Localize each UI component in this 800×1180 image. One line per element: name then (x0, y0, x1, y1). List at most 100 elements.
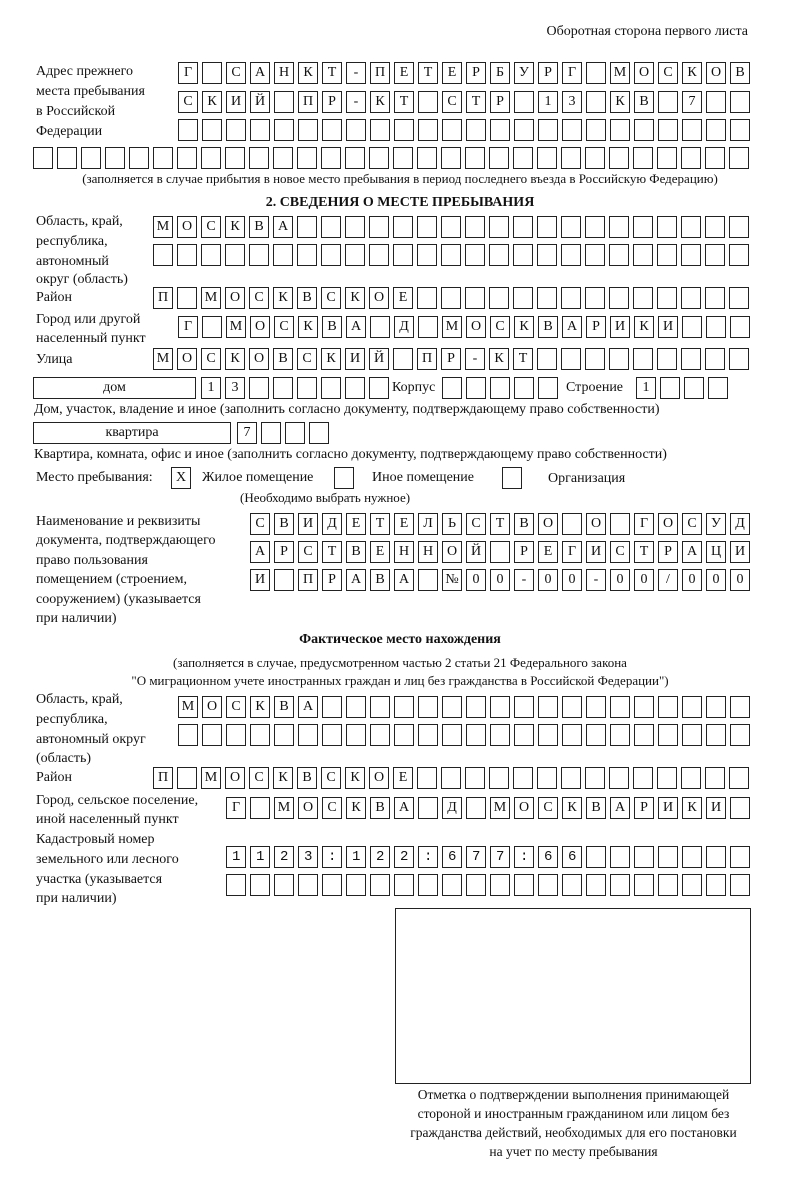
char-box[interactable] (657, 287, 677, 309)
char-box[interactable] (489, 216, 509, 238)
char-box[interactable] (586, 874, 606, 896)
char-box[interactable] (346, 724, 366, 746)
char-box[interactable] (658, 696, 678, 718)
char-box[interactable] (441, 216, 461, 238)
char-box[interactable] (537, 767, 557, 789)
char-box[interactable]: С (201, 216, 221, 238)
char-box[interactable] (466, 846, 486, 868)
char-box[interactable] (561, 348, 581, 370)
char-box[interactable]: К (321, 348, 341, 370)
char-box[interactable] (346, 119, 366, 141)
char-box[interactable] (250, 119, 270, 141)
char-box[interactable] (681, 244, 701, 266)
char-box[interactable] (585, 287, 605, 309)
char-box[interactable]: С (490, 316, 510, 338)
char-box[interactable] (369, 216, 389, 238)
char-box[interactable]: Р (514, 541, 534, 563)
char-box[interactable] (682, 119, 702, 141)
char-box[interactable] (634, 724, 654, 746)
char-box[interactable] (681, 767, 701, 789)
char-box[interactable] (538, 874, 558, 896)
char-box[interactable] (634, 874, 654, 896)
char-box[interactable]: Р (490, 91, 510, 113)
char-box[interactable] (274, 91, 294, 113)
char-box[interactable]: А (610, 797, 630, 819)
char-box[interactable]: А (250, 62, 270, 84)
char-box[interactable]: С (250, 513, 270, 535)
char-box[interactable]: В (273, 348, 293, 370)
char-box[interactable] (418, 696, 438, 718)
char-box[interactable] (178, 119, 198, 141)
char-box[interactable] (370, 696, 390, 718)
char-box[interactable] (633, 244, 653, 266)
char-box[interactable]: Р (586, 316, 606, 338)
char-box[interactable] (658, 846, 678, 868)
char-box[interactable]: П (298, 569, 318, 591)
char-box[interactable] (634, 696, 654, 718)
char-box[interactable]: О (658, 513, 678, 535)
char-box[interactable] (370, 724, 390, 746)
char-box[interactable]: Р (634, 797, 654, 819)
char-box[interactable]: О (514, 797, 534, 819)
char-box[interactable] (177, 147, 197, 169)
char-box[interactable]: 3 (562, 91, 582, 113)
char-box[interactable] (297, 377, 317, 399)
char-box[interactable] (561, 244, 581, 266)
house-type-field[interactable]: дом (33, 377, 196, 399)
char-box[interactable]: Н (274, 62, 294, 84)
char-box[interactable] (321, 244, 341, 266)
char-box[interactable] (681, 287, 701, 309)
char-box[interactable]: - (514, 569, 534, 591)
char-box[interactable] (346, 846, 366, 868)
char-box[interactable] (394, 874, 414, 896)
char-box[interactable] (322, 846, 342, 868)
char-box[interactable]: - (346, 91, 366, 113)
char-box[interactable] (514, 696, 534, 718)
char-box[interactable] (466, 377, 486, 399)
char-box[interactable] (322, 696, 342, 718)
char-box[interactable]: В (346, 541, 366, 563)
char-box[interactable] (274, 569, 294, 591)
char-box[interactable] (369, 244, 389, 266)
char-box[interactable]: Г (562, 62, 582, 84)
char-box[interactable] (321, 147, 341, 169)
char-box[interactable] (729, 287, 749, 309)
char-box[interactable]: А (273, 216, 293, 238)
char-box[interactable]: 3 (225, 377, 245, 399)
char-box[interactable] (658, 724, 678, 746)
char-box[interactable] (297, 216, 317, 238)
char-box[interactable] (514, 724, 534, 746)
char-box[interactable]: С (297, 348, 317, 370)
char-box[interactable]: С (274, 316, 294, 338)
char-box[interactable] (273, 244, 293, 266)
char-box[interactable]: И (298, 513, 318, 535)
char-box[interactable] (609, 767, 629, 789)
char-box[interactable] (657, 348, 677, 370)
char-box[interactable]: К (273, 767, 293, 789)
char-box[interactable] (706, 316, 726, 338)
char-box[interactable] (490, 846, 510, 868)
char-box[interactable]: С (226, 696, 246, 718)
char-box[interactable] (562, 846, 582, 868)
char-box[interactable]: М (178, 696, 198, 718)
char-box[interactable] (489, 244, 509, 266)
building-row[interactable]: 1 (636, 377, 732, 399)
char-box[interactable]: Л (418, 513, 438, 535)
char-box[interactable] (705, 348, 725, 370)
char-box[interactable] (250, 874, 270, 896)
char-box[interactable] (285, 422, 305, 444)
char-box[interactable]: М (274, 797, 294, 819)
char-box[interactable]: С (298, 541, 318, 563)
char-box[interactable] (370, 316, 390, 338)
char-box[interactable] (298, 724, 318, 746)
char-box[interactable] (178, 724, 198, 746)
char-box[interactable] (226, 874, 246, 896)
char-box[interactable] (609, 147, 629, 169)
char-box[interactable] (417, 287, 437, 309)
char-box[interactable] (345, 216, 365, 238)
char-box[interactable] (370, 119, 390, 141)
char-box[interactable] (513, 147, 533, 169)
